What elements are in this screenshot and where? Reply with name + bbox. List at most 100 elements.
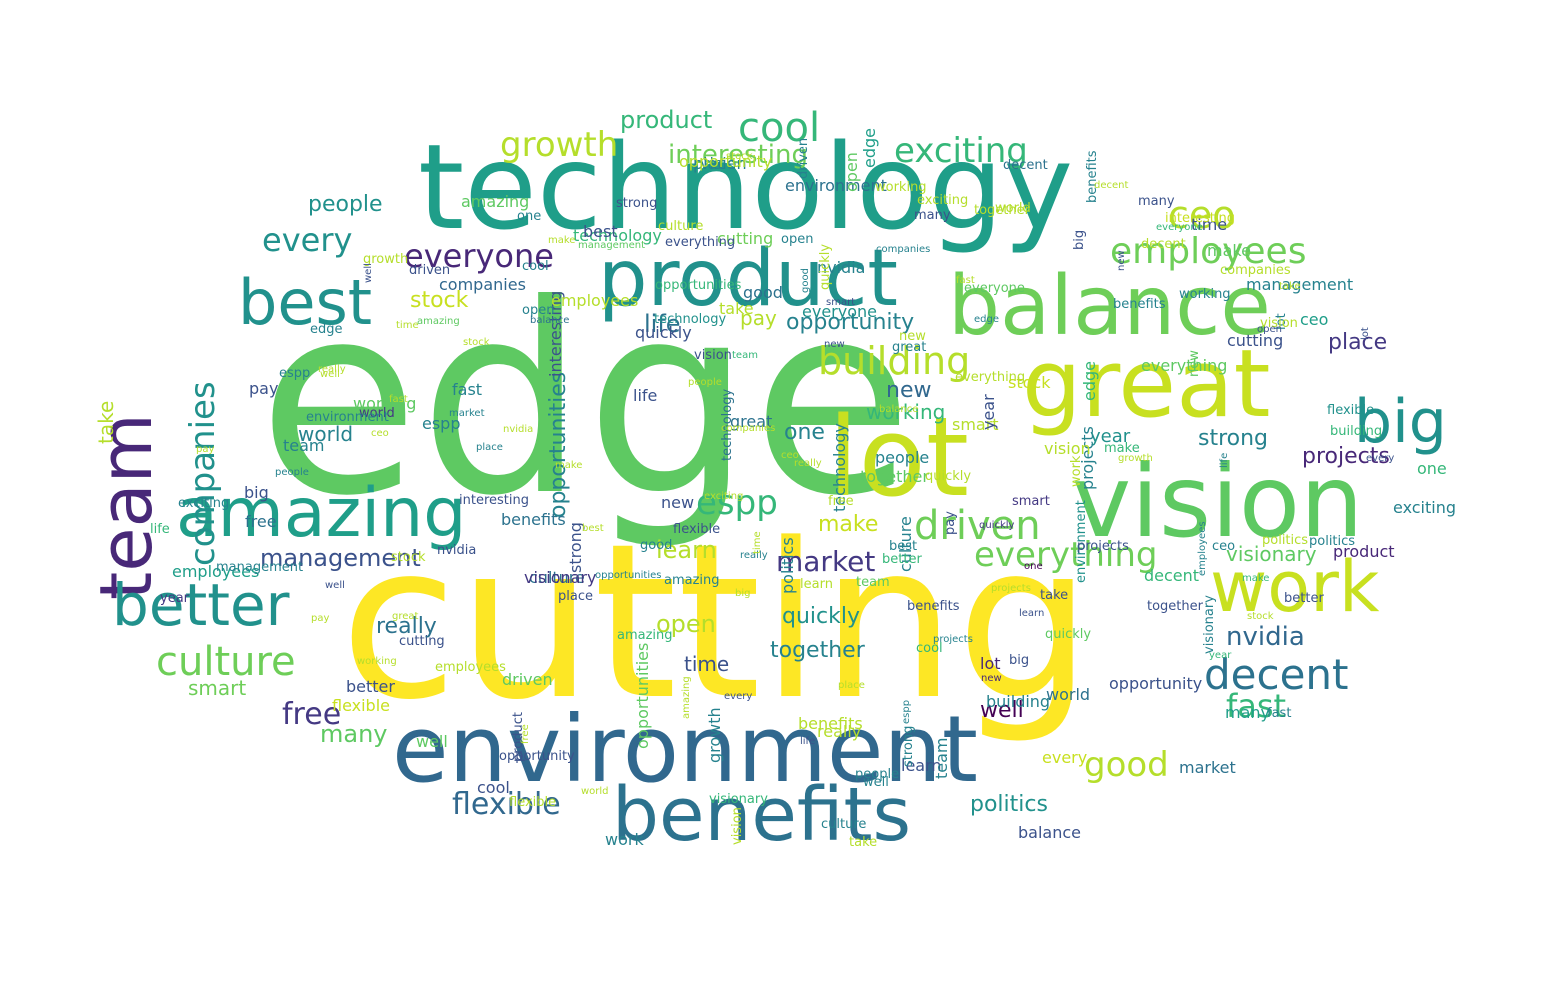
cloud-word: environment [785,176,887,195]
cloud-word: great [892,340,927,355]
cloud-word: take [849,835,878,850]
cloud-word: amazing [176,474,467,553]
cloud-word: flexible [673,522,721,537]
cloud-word: edge [1080,361,1099,401]
cloud-word: take [719,299,754,318]
cloud-word: people [688,377,722,388]
cloud-word: world [298,422,354,446]
cloud-word: politics [970,792,1048,817]
cloud-word: growth [1118,453,1153,464]
cloud-word: one [517,209,542,224]
cloud-word: great [730,412,773,431]
cloud-word: free [828,494,854,509]
cloud-word: open [522,303,555,318]
cloud-word: stock [1247,611,1274,622]
cloud-word: place [838,680,865,691]
cloud-word: edge [974,314,999,325]
cloud-word: every [262,221,353,259]
cloud-word: new [1116,250,1127,271]
cloud-word: make [555,460,583,471]
cloud-word: well [363,263,374,283]
cloud-word: quickly [782,604,860,629]
cloud-word: pay [196,444,215,455]
cloud-word: well [325,580,345,591]
cloud-word: companies [721,423,776,434]
cloud-word: best [582,523,604,534]
cloud-word: pay [249,379,279,398]
cloud-word: everyone [1156,222,1203,233]
cloud-word: politics [1262,533,1309,548]
cloud-word: vision [1072,443,1364,560]
cloud-word: work [1069,455,1084,487]
cloud-word: make [1207,241,1251,260]
cloud-word: edge [258,248,913,553]
cloud-word: smart [1012,494,1050,509]
cloud-word: many [914,208,951,223]
cloud-word: espp [422,414,461,433]
cloud-word: quickly [979,520,1015,531]
cloud-word: working [357,656,397,667]
cloud-word: management [260,544,421,572]
cloud-word: many [1138,194,1175,209]
cloud-word: decent [1144,566,1200,585]
cloud-word: better [1284,591,1324,606]
cloud-word: good [743,283,783,302]
cloud-word: well [980,698,1024,723]
cloud-word: cool [522,259,549,274]
cloud-word: make [548,235,576,246]
cloud-word: really [376,614,437,639]
cloud-word: culture [529,568,585,587]
cloud-word: every [1366,453,1395,464]
cloud-word: projects [991,583,1031,594]
cloud-word: fast [1267,706,1292,721]
cloud-word: ceo [781,450,799,461]
cloud-word: decent [1141,237,1186,252]
cloud-word: big [244,483,269,502]
cloud-word: lot [980,654,1001,673]
cloud-word: work [605,830,644,849]
cloud-word: companies [439,275,526,294]
cloud-word: cool [916,641,943,656]
cloud-word: technology [654,312,727,327]
cloud-word: amazing [461,192,530,211]
cloud-word: working [875,180,927,195]
cloud-word: nvidia [1226,622,1305,652]
cloud-word: every [1042,748,1088,767]
cloud-word: new [886,378,932,403]
cloud-word: decent [1204,650,1349,699]
cloud-word: learn [901,756,942,775]
cloud-word: driven [409,263,451,278]
cloud-word: market [776,545,876,578]
cloud-word: place [693,154,737,173]
cloud-word: balance [948,259,1271,354]
cloud-word: amazing [664,573,720,588]
cloud-word: espp [279,366,311,381]
cloud-word: cutting [399,634,445,649]
cloud-word: team [932,737,951,779]
cloud-word: working [1179,287,1231,302]
cloud-word: place [1328,330,1388,355]
cloud-word: exciting [894,131,1028,171]
cloud-word: nvidia [503,424,534,435]
cloud-word: balance [1018,823,1081,842]
cloud-word: fast [452,380,483,399]
cloud-word: people [855,767,900,782]
cloud-word: growth [500,125,619,165]
cloud-word: new [899,329,926,344]
cloud-word: quickly [635,323,692,342]
cloud-word: flexible [509,795,557,810]
cloud-word: visionary [1202,595,1217,654]
cloud-word: management [216,560,304,575]
cloud-word: product [1333,542,1395,561]
cloud-word: take [1279,281,1301,292]
cloud-word: everyone [964,281,1025,296]
cloud-word: better [882,552,922,567]
cloud-word: better [112,571,290,639]
cloud-word: ceo [371,428,389,439]
cloud-word: year [979,394,998,430]
cloud-word: make [1104,441,1140,456]
cloud-word: great [392,611,419,622]
cloud-word: open [1257,324,1282,335]
cloud-word: people [875,448,930,467]
